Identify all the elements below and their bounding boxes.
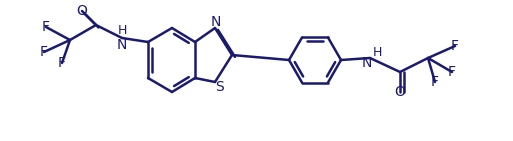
Text: N: N — [211, 15, 221, 29]
Text: F: F — [42, 20, 50, 34]
Text: O: O — [76, 4, 87, 18]
Text: H: H — [117, 25, 127, 38]
Text: S: S — [214, 80, 223, 94]
Text: F: F — [431, 75, 439, 89]
Text: N: N — [117, 38, 127, 52]
Text: N: N — [362, 56, 372, 70]
Text: F: F — [451, 39, 459, 53]
Text: O: O — [394, 85, 405, 99]
Text: F: F — [448, 65, 456, 79]
Text: H: H — [372, 47, 382, 60]
Text: F: F — [40, 45, 48, 59]
Text: F: F — [58, 56, 66, 70]
